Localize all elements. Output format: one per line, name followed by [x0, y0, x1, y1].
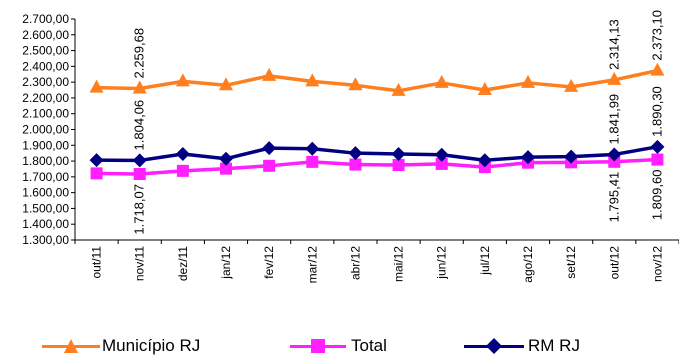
point-municipio-rj	[521, 74, 535, 88]
axes: 1.300,00 1.400,00 1.500,001.600,00 1.700,00…	[22, 12, 679, 283]
y-tick-label: 1.300,00	[22, 233, 69, 247]
point-municipio-rj	[607, 71, 622, 85]
y-tick-label: 2.600,00	[22, 28, 69, 42]
square-marker-icon	[311, 339, 325, 353]
x-tick-label: dez/11	[176, 246, 190, 281]
series-layer	[89, 62, 665, 181]
y-tick-label: 2.300,00	[22, 75, 69, 89]
data-label-municipio-rj: 2.259,68	[132, 28, 147, 79]
point-total	[651, 153, 664, 166]
data-label-total: 1.795,41	[606, 172, 621, 223]
data-labels: 2.259,68 2.314,13 2.373,10 1.718,07 1.795,41…	[132, 10, 665, 235]
triangle-marker-icon	[64, 339, 78, 353]
point-municipio-rj	[262, 67, 277, 81]
legend-label-municipio-rj: Município RJ	[102, 336, 201, 355]
y-tick-label: 2.100,00	[22, 107, 69, 121]
y-tick-label: 2.400,00	[22, 59, 69, 73]
point-municipio-rj	[650, 62, 665, 76]
point-municipio-rj	[564, 78, 579, 92]
data-label-municipio-rj: 2.373,10	[649, 10, 664, 61]
point-rm-rj	[521, 150, 535, 165]
y-tick-label: 1.700,00	[22, 170, 69, 184]
x-tick-label: jan/12	[219, 246, 233, 280]
point-municipio-rj	[305, 73, 320, 87]
point-rm-rj	[219, 151, 233, 166]
legend-item-rm-rj: RM RJ	[464, 334, 604, 356]
y-tick-label: 2.200,00	[22, 91, 69, 105]
data-label-total: 1.809,60	[649, 170, 664, 221]
data-label-municipio-rj: 2.314,13	[606, 19, 621, 70]
legend-label-rm-rj: RM RJ	[528, 336, 580, 355]
x-tick-label: jun/12	[435, 246, 449, 280]
x-tick-label: set/12	[564, 246, 578, 279]
y-tick-label: 2.700,00	[22, 12, 69, 26]
point-municipio-rj	[175, 73, 190, 87]
y-tick-label: 1.600,00	[22, 186, 69, 200]
y-tick-label: 1.400,00	[22, 217, 69, 231]
y-tick-label: 1.500,00	[22, 201, 69, 215]
x-tick-label: nov/12	[650, 246, 664, 282]
point-rm-rj	[650, 139, 665, 154]
point-rm-rj	[391, 146, 406, 161]
x-tick-label: jul/12	[478, 246, 492, 276]
x-tick-label: mar/12	[305, 246, 319, 284]
point-total	[176, 164, 189, 177]
point-rm-rj	[477, 153, 492, 168]
point-rm-rj	[132, 153, 147, 168]
point-total	[90, 167, 103, 180]
point-rm-rj	[607, 147, 622, 162]
y-tick-label: 2.000,00	[22, 123, 69, 137]
point-total	[349, 158, 362, 171]
data-label-rm-rj: 1.804,06	[132, 100, 147, 151]
point-municipio-rj	[477, 82, 492, 96]
data-label-total: 1.718,07	[132, 184, 147, 235]
x-tick-label: out/12	[607, 246, 621, 280]
point-municipio-rj	[219, 77, 233, 91]
point-total	[263, 159, 276, 172]
legend: Município RJ Total RM RJ	[0, 334, 679, 356]
point-total	[608, 155, 621, 168]
point-total	[392, 159, 405, 172]
diamond-marker-icon	[486, 338, 502, 354]
legend-item-total: Total	[290, 334, 410, 356]
point-total	[435, 157, 448, 170]
point-total	[133, 168, 146, 181]
point-municipio-rj	[348, 77, 363, 91]
point-rm-rj	[89, 153, 104, 168]
y-tick-label: 1.800,00	[22, 154, 69, 168]
point-rm-rj	[434, 147, 449, 162]
point-rm-rj	[564, 149, 579, 164]
point-municipio-rj	[434, 74, 449, 88]
legend-item-municipio-rj: Município RJ	[42, 334, 242, 356]
point-municipio-rj	[89, 79, 104, 93]
point-rm-rj	[305, 141, 320, 156]
point-municipio-rj	[132, 80, 147, 94]
y-tick-label: 2.500,00	[22, 44, 69, 58]
point-rm-rj	[175, 146, 190, 161]
x-tick-label: mai/12	[392, 246, 406, 282]
x-tick-label: out/11	[90, 246, 104, 279]
x-tick-label: abr/12	[348, 246, 362, 280]
point-total	[220, 162, 232, 175]
point-total	[306, 155, 319, 168]
x-tick-label: ago/12	[521, 246, 535, 283]
point-municipio-rj	[391, 82, 406, 96]
data-label-rm-rj: 1.890,30	[649, 86, 664, 137]
y-tick-label: 1.900,00	[22, 138, 69, 152]
series-line-rm-rj	[96, 145, 658, 163]
x-tick-label: fev/12	[262, 246, 276, 279]
series-line-municipio-rj	[96, 68, 658, 93]
x-tick-label: nov/11	[133, 246, 147, 281]
data-label-rm-rj: 1.841,99	[606, 94, 621, 145]
point-rm-rj	[262, 141, 277, 156]
legend-label-total: Total	[351, 336, 387, 355]
point-rm-rj	[348, 146, 363, 161]
series-line-total	[96, 157, 658, 176]
